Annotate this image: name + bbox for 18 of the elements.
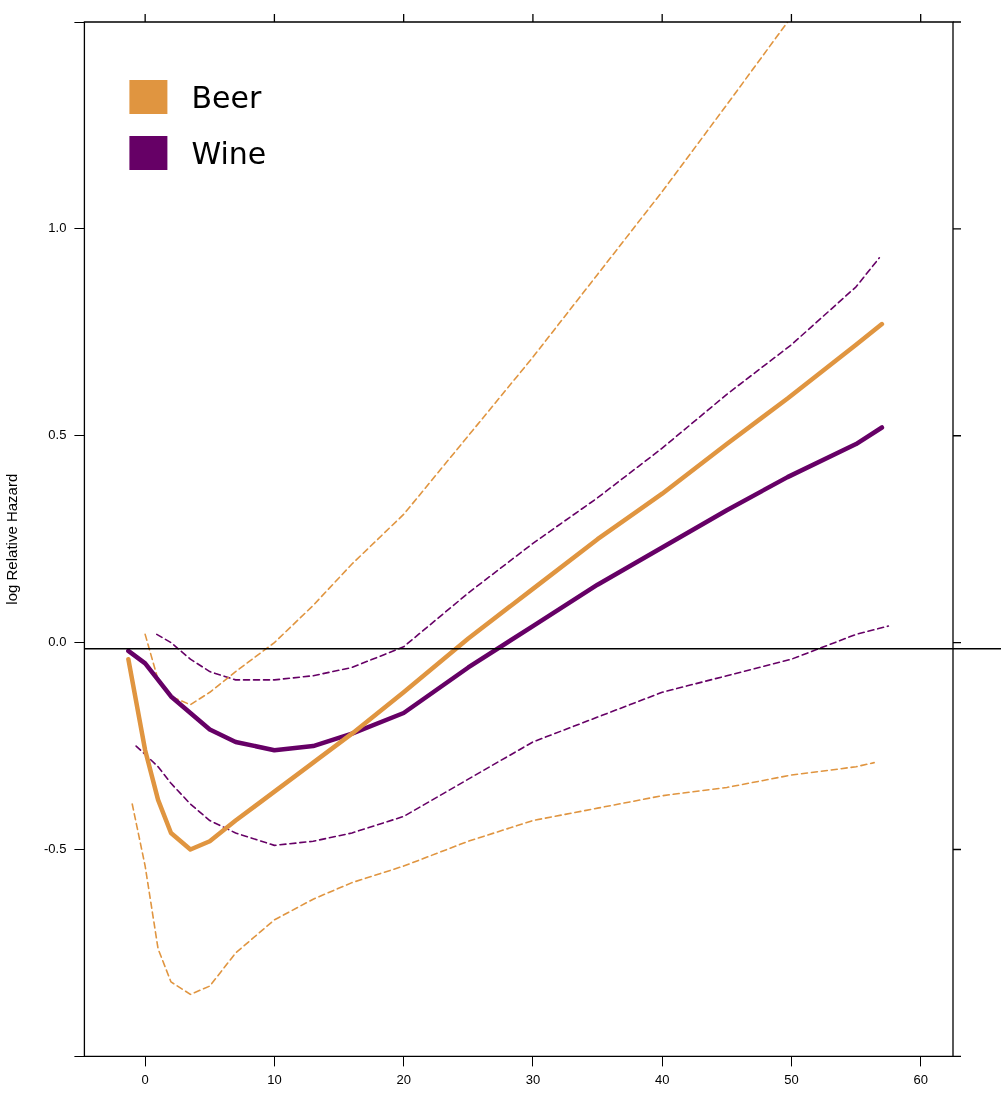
y-tick-label: 0.5 (48, 427, 67, 443)
x-tick-label: 50 (784, 1071, 799, 1087)
y-tick-label: 0.0 (48, 634, 67, 650)
x-tick-label: 30 (525, 1071, 541, 1087)
x-tick-label: 60 (913, 1071, 928, 1087)
y-tick-label: 1.0 (48, 220, 67, 236)
line-series (135, 625, 890, 847)
x-tick-label: 40 (654, 1071, 670, 1087)
legend-label: Beer (191, 79, 262, 115)
y-axis-title: log Relative Hazard (3, 473, 21, 605)
x-tick-label: 10 (267, 1071, 282, 1087)
legend-label: Wine (191, 135, 267, 171)
line-series (155, 257, 881, 681)
y-tick-label: -0.5 (43, 841, 67, 857)
line-series (144, 22, 789, 706)
line-series (131, 761, 875, 996)
x-tick-label: 0 (141, 1071, 149, 1087)
x-tick-label: 20 (396, 1071, 411, 1087)
